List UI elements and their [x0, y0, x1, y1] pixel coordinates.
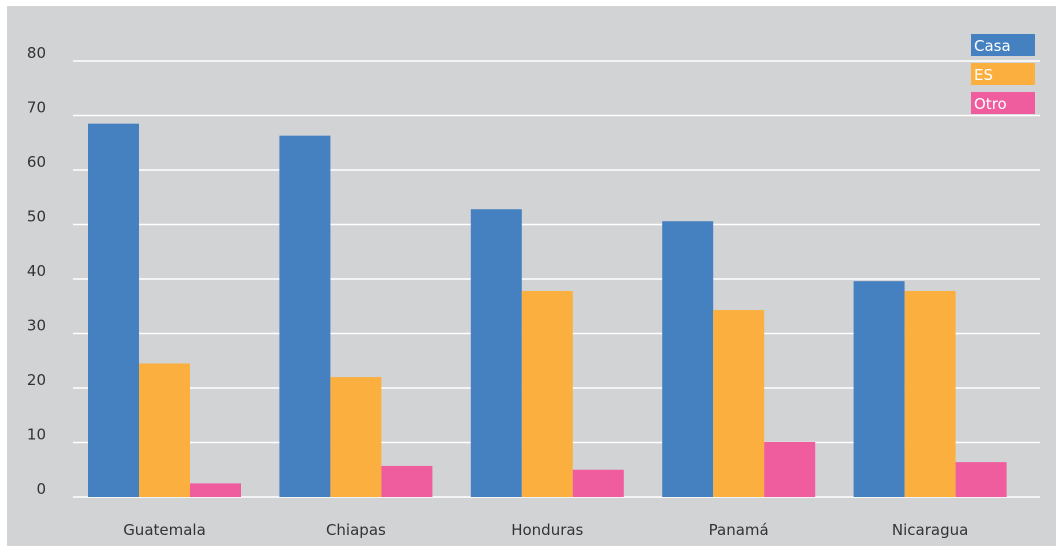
- y-tick-label: 10: [27, 426, 46, 444]
- bar-casa-2: [470, 209, 522, 498]
- bar-casa-1: [279, 135, 331, 498]
- x-tick-label: Chiapas: [326, 521, 386, 539]
- x-tick-label: Panamá: [709, 521, 769, 539]
- x-axis-ticks: Guatemala Chiapas Honduras Panamá Nicaragua: [123, 521, 968, 539]
- x-tick-label: Nicaragua: [892, 521, 968, 539]
- y-tick-label: 40: [27, 262, 46, 280]
- bar-casa-3: [662, 221, 714, 498]
- bar-es-0: [139, 363, 190, 497]
- legend-label-es: ES: [974, 66, 993, 84]
- y-tick-label: 60: [27, 153, 46, 171]
- y-tick-label: 30: [27, 317, 46, 335]
- x-tick-label: Honduras: [511, 521, 583, 539]
- legend-swatch-casa: [971, 34, 1035, 56]
- bar-otro-1: [381, 465, 433, 497]
- bar-casa-4: [853, 281, 905, 497]
- bar-otro-4: [955, 462, 1007, 497]
- legend-label-casa: Casa: [974, 37, 1011, 55]
- legend-swatch-otro: [971, 92, 1035, 114]
- y-tick-label: 70: [27, 99, 46, 117]
- legend: Casa ES Otro: [971, 34, 1035, 114]
- bar-otro-0: [190, 483, 241, 497]
- y-tick-label: 80: [27, 44, 46, 62]
- bar-otro-2: [572, 469, 624, 497]
- x-tick-label: Guatemala: [123, 521, 206, 539]
- bar-es-2: [521, 290, 573, 497]
- bar-es-1: [330, 377, 382, 497]
- y-axis-ticks: 0 10 20 30 40 50 60 70 80: [27, 44, 46, 498]
- legend-swatch-es: [971, 63, 1035, 85]
- bar-otro-3: [764, 441, 816, 497]
- legend-label-otro: Otro: [974, 95, 1007, 113]
- y-tick-label: 0: [36, 480, 46, 498]
- bars: [88, 123, 1007, 498]
- bar-es-4: [904, 290, 956, 497]
- bar-casa-0: [88, 123, 139, 498]
- y-tick-label: 50: [27, 208, 46, 226]
- y-tick-label: 20: [27, 371, 46, 389]
- bar-es-3: [713, 310, 765, 497]
